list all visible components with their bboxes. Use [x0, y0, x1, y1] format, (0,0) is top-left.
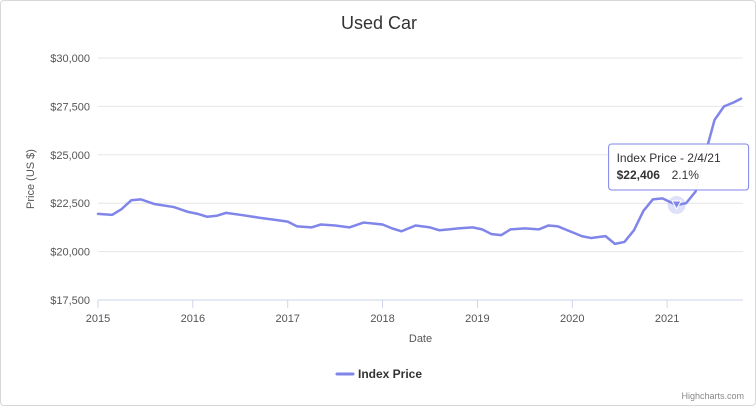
- legend-item-index-price[interactable]: Index Price: [358, 367, 422, 381]
- series-group: [96, 97, 743, 246]
- tooltip: Index Price - 2/4/21 $22,406 2.1%: [608, 143, 750, 191]
- x-tick-label: 2016: [181, 313, 205, 325]
- legend[interactable]: Index Price: [335, 367, 422, 381]
- chart-title: Used Car: [341, 13, 417, 33]
- x-tick-label: 2015: [86, 313, 110, 325]
- x-tick-label: 2021: [655, 313, 679, 325]
- x-axis-title: Date: [409, 333, 432, 345]
- x-tick-label: 2017: [275, 313, 299, 325]
- tooltip-price: $22,406: [617, 168, 661, 182]
- y-tick-label: $27,500: [50, 101, 90, 113]
- x-axis: 2015 2016 2017 2018 2019 2020 2021: [86, 299, 743, 325]
- y-tick-label: $20,000: [50, 247, 90, 259]
- tooltip-box: [608, 143, 750, 191]
- data-point-marker[interactable]: [671, 200, 682, 211]
- y-tick-label: $30,000: [50, 53, 90, 65]
- x-tick-label: 2020: [560, 313, 584, 325]
- credits-link[interactable]: Highcharts.com: [681, 391, 744, 401]
- y-tick-label: $22,500: [50, 198, 90, 210]
- y-axis-title: Price (US $): [25, 149, 37, 209]
- tooltip-label: Index Price - 2/4/21: [617, 151, 721, 165]
- tooltip-change: 2.1%: [672, 168, 700, 182]
- y-tick-label: $25,000: [50, 150, 90, 162]
- y-axis: $17,500 $20,000 $22,500 $25,000 $27,500 $30,0…: [50, 53, 90, 307]
- y-tick-label: $17,500: [50, 295, 90, 307]
- x-tick-label: 2018: [370, 313, 394, 325]
- x-tick-label: 2019: [465, 313, 489, 325]
- series-line-index-price[interactable]: [96, 97, 743, 246]
